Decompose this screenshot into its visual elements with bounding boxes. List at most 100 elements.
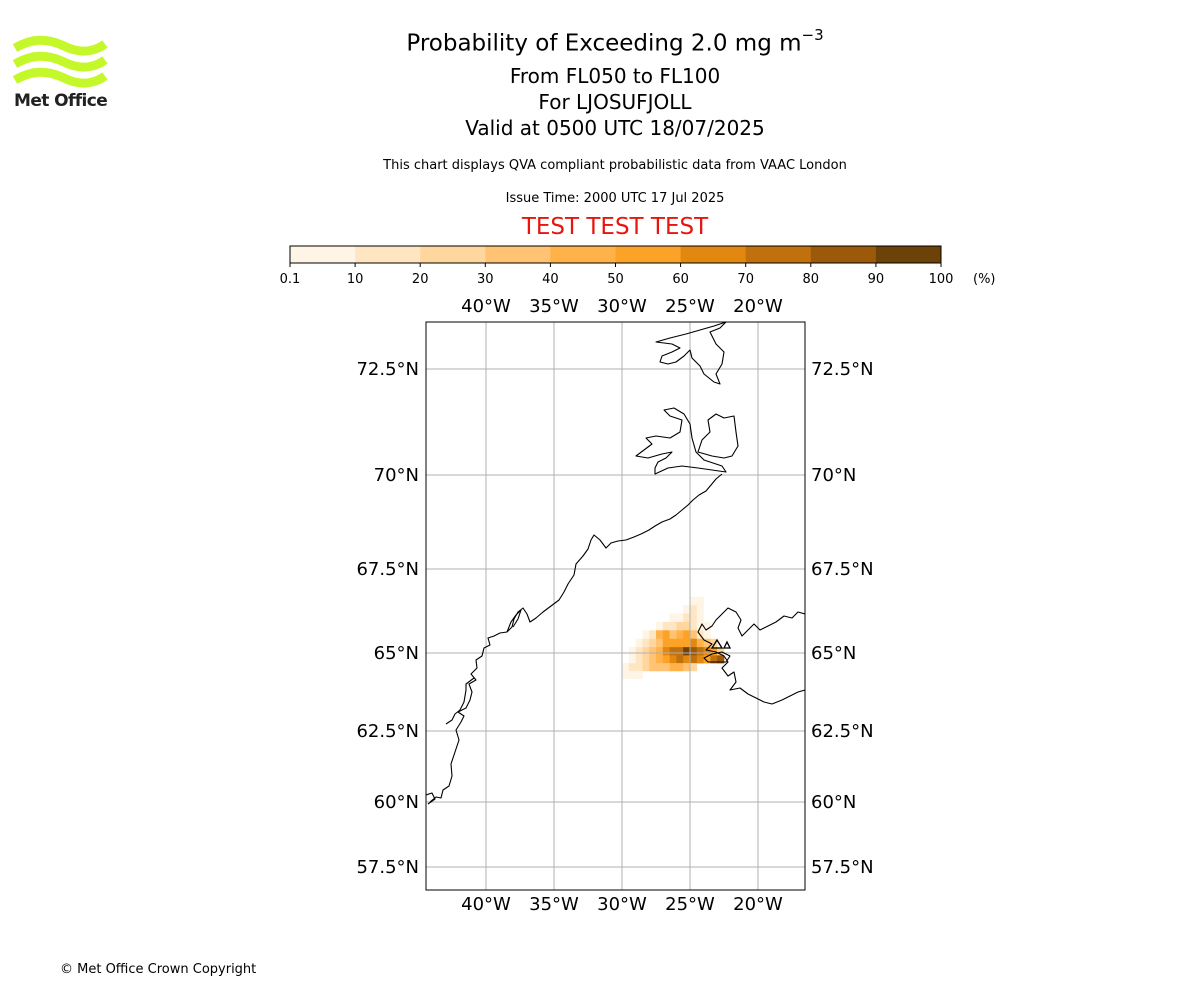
colorbar-tick-label: 60 xyxy=(672,272,689,287)
lon-label: 20°W xyxy=(733,894,783,915)
lat-label: 70°N xyxy=(374,465,419,486)
lon-label: 35°W xyxy=(529,296,579,317)
plume-cell xyxy=(635,638,643,648)
colorbar-bin xyxy=(680,246,747,263)
plume-cell xyxy=(669,630,677,640)
colorbar-tick-label: 50 xyxy=(607,272,624,287)
lat-label: 57.5°N xyxy=(811,857,874,878)
plume-cell xyxy=(662,663,670,672)
plume-cell xyxy=(683,621,691,631)
ash-probability-map: 40°W 35°W 30°W 25°W 20°W 40°W 35°W 30°W 25°W 20°… xyxy=(356,296,874,915)
plume-cell xyxy=(662,621,670,631)
colorbar-tick-label: 10 xyxy=(347,272,364,287)
plume-cell xyxy=(642,663,650,672)
colorbar-bin xyxy=(485,246,551,263)
plume-cell xyxy=(669,613,677,623)
plume-cell xyxy=(683,638,691,648)
probability-colorbar: 0.1 10 20 30 40 50 60 70 80 90 100 (%) xyxy=(280,245,996,287)
colorbar-tick-label: 100 xyxy=(929,272,954,287)
plume-cell xyxy=(669,663,677,672)
plume-cell xyxy=(656,630,664,640)
map-frame xyxy=(425,321,806,891)
plume-cell xyxy=(690,613,698,623)
met-office-wave-icon xyxy=(12,35,108,88)
plume-cell xyxy=(703,655,711,664)
plume-cell xyxy=(710,655,718,664)
map-background xyxy=(426,322,805,890)
test-banner: TEST TEST TEST xyxy=(521,214,709,240)
issue-time-line: Issue Time: 2000 UTC 17 Jul 2025 xyxy=(505,191,725,206)
plume-cell xyxy=(690,605,698,614)
greenland-fjord-small xyxy=(506,609,522,633)
chart-title-text: Probability of Exceeding 2.0 mg m xyxy=(406,30,802,57)
plume-cell xyxy=(656,621,664,631)
plume-cell xyxy=(676,647,684,656)
plume-cell xyxy=(683,605,691,614)
chart-title: Probability of Exceeding 2.0 mg m−3 xyxy=(0,26,1200,57)
lon-label: 30°W xyxy=(597,894,647,915)
colorbar-tick-label: 30 xyxy=(477,272,494,287)
plume-cell xyxy=(642,630,650,640)
plume-cell xyxy=(656,655,664,664)
plume-cell xyxy=(696,638,704,648)
colorbar-bin xyxy=(355,246,421,263)
plume-cell xyxy=(662,647,670,656)
plume-cell xyxy=(656,663,664,672)
logo-wave-2 xyxy=(12,51,108,72)
lon-label: 20°W xyxy=(733,296,783,317)
colorbar-tick-label: 70 xyxy=(737,272,754,287)
plume-cell xyxy=(676,638,684,648)
plume-cell xyxy=(669,655,677,664)
colorbar-bin xyxy=(615,246,682,263)
plume-cell xyxy=(696,605,704,614)
plume-cell xyxy=(703,621,711,631)
plume-cell xyxy=(662,655,670,664)
lat-label: 72.5°N xyxy=(811,359,874,380)
plume-cell xyxy=(683,663,691,672)
plume-cell xyxy=(690,621,698,631)
logo-wave-3 xyxy=(12,67,108,88)
plume-cell xyxy=(628,647,636,656)
plume-cell xyxy=(662,630,670,640)
plume-cell xyxy=(683,655,691,664)
source-line: This chart displays QVA compliant probab… xyxy=(383,158,847,173)
plume-cell xyxy=(703,647,711,656)
plume-cell xyxy=(676,655,684,664)
plume-cell xyxy=(656,647,664,656)
plume-cell xyxy=(635,655,643,664)
plume-cell xyxy=(628,655,636,664)
colorbar-tick-label: 40 xyxy=(542,272,559,287)
colorbar-tick-label: 90 xyxy=(868,272,885,287)
plume-cell xyxy=(669,647,677,656)
plume-cell xyxy=(717,655,725,664)
chart-title-exponent: −3 xyxy=(801,26,824,44)
plume-cell xyxy=(710,638,718,648)
plume-cell xyxy=(669,621,677,631)
plume-cell xyxy=(622,670,630,680)
plume-cell xyxy=(696,596,704,606)
lat-label: 60°N xyxy=(811,792,856,813)
plume-cell xyxy=(690,663,698,672)
plume-cell xyxy=(703,638,711,648)
flight-levels-line: From FL050 to FL100 xyxy=(509,64,721,88)
plume-cell xyxy=(690,655,698,664)
plume-cell xyxy=(649,655,657,664)
iceland-coast xyxy=(697,607,805,705)
longitude-labels-top: 40°W 35°W 30°W 25°W 20°W xyxy=(461,296,783,317)
plume-cell xyxy=(649,630,657,640)
scoresby-sund xyxy=(635,407,727,475)
plume-cell xyxy=(703,630,711,640)
coastlines xyxy=(426,322,805,805)
plume-cell xyxy=(635,670,643,680)
plume-cell xyxy=(676,613,684,623)
plume-cell xyxy=(690,596,698,606)
lon-label: 40°W xyxy=(461,296,511,317)
valid-time-line: Valid at 0500 UTC 18/07/2025 xyxy=(465,116,765,140)
lat-label: 67.5°N xyxy=(356,559,419,580)
plume-cell xyxy=(622,663,630,672)
plume-cell xyxy=(649,638,657,648)
plume-cell xyxy=(717,647,725,656)
lat-label: 57.5°N xyxy=(356,857,419,878)
colorbar-unit: (%) xyxy=(973,272,996,287)
longitude-labels-bottom: 40°W 35°W 30°W 25°W 20°W xyxy=(461,894,783,915)
